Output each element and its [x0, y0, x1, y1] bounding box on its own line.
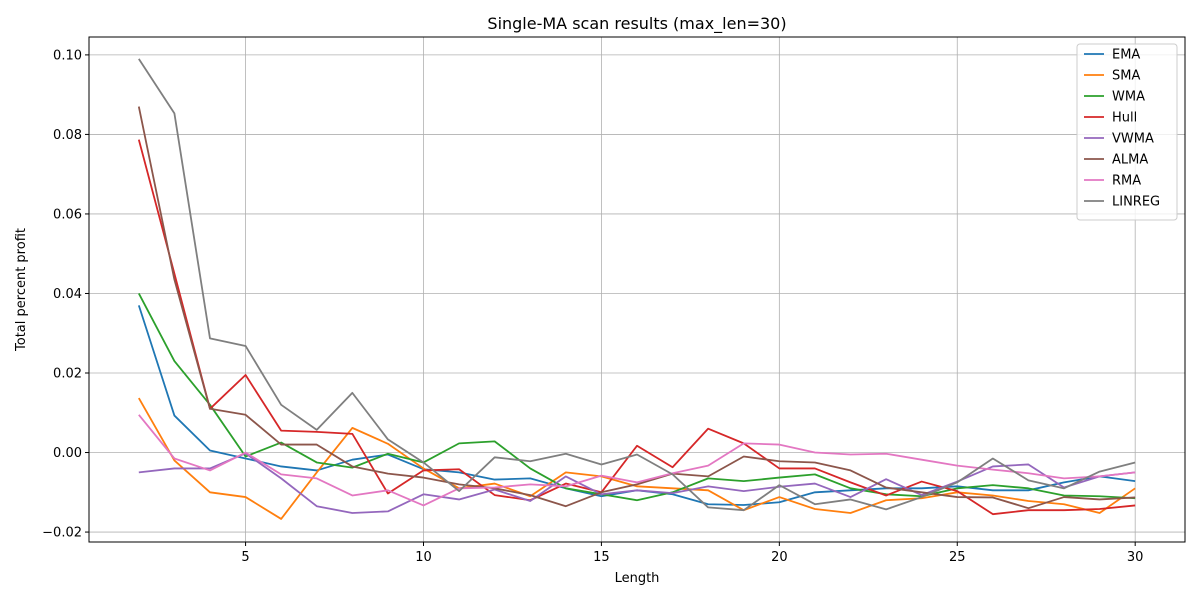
y-tick-label: 0.00 [53, 446, 82, 461]
y-tick-label: 0.08 [53, 128, 82, 143]
x-tick-label: 20 [771, 550, 788, 565]
y-tick-label: 0.10 [53, 48, 82, 63]
legend-label: SMA [1112, 69, 1140, 84]
x-tick-label: 30 [1127, 550, 1144, 565]
axis-ticks: 5 10 15 20 25 30 −0.02 0.00 0.02 0.04 0.06 0.08 0.10 [42, 48, 1143, 565]
grid-lines [89, 37, 1185, 542]
x-axis-label: Length [615, 571, 660, 586]
series-line-alma [137, 106, 1136, 510]
legend-label: ALMA [1112, 153, 1148, 168]
series-line-sma [138, 397, 1136, 520]
legend-label: VWMA [1112, 132, 1154, 147]
y-tick-label: 0.02 [53, 367, 82, 382]
legend-label: Hull [1112, 111, 1137, 126]
y-axis-label: Total percent profit [14, 228, 29, 352]
y-tick-label: 0.04 [53, 287, 82, 302]
y-tick-label: −0.02 [42, 526, 82, 541]
legend: EMA SMA WMA Hull VWMA ALMA RMA LINREG [1076, 43, 1178, 221]
series-lines [137, 58, 1136, 520]
x-tick-label: 10 [415, 550, 432, 565]
series-line-hull [137, 139, 1136, 516]
legend-box [1076, 43, 1178, 221]
legend-label: EMA [1112, 48, 1140, 63]
y-tick-label: 0.06 [53, 207, 82, 222]
x-tick-label: 25 [949, 550, 966, 565]
series-line-rma [138, 414, 1136, 507]
legend-label: RMA [1112, 174, 1141, 189]
legend-label: LINREG [1112, 195, 1160, 210]
legend-label: WMA [1112, 90, 1145, 105]
plot-area-frame [88, 36, 1186, 543]
series-line-vwma [138, 452, 1136, 514]
x-tick-label: 15 [593, 550, 610, 565]
series-line-wma [138, 293, 1136, 502]
series-line-linreg [138, 58, 1136, 512]
x-tick-label: 5 [241, 550, 249, 565]
chart-title: Single-MA scan results (max_len=30) [487, 14, 786, 34]
